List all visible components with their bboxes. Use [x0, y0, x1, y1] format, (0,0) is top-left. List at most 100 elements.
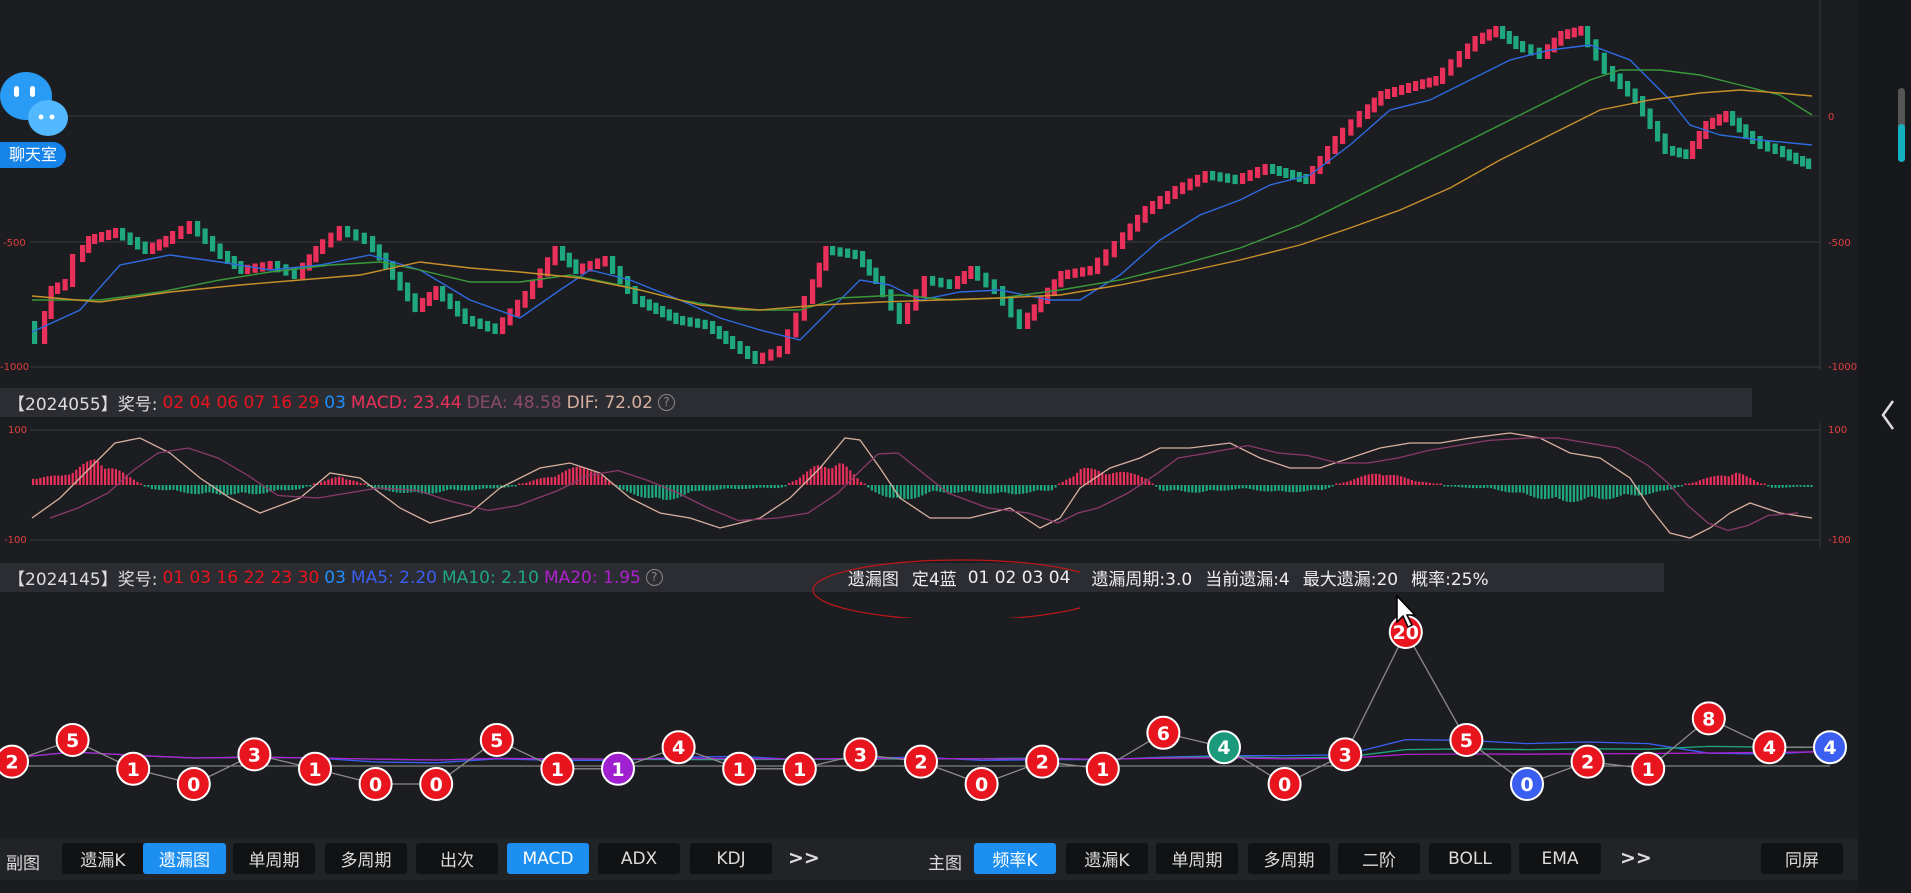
miss-point[interactable]: 3 [1328, 737, 1363, 772]
macd-chart[interactable]: 100 100 -100 -100 [0, 418, 1858, 548]
macd-bar [1407, 478, 1410, 485]
miss-point[interactable]: 8 [1691, 701, 1726, 736]
macd-bar [1248, 485, 1251, 489]
chevron-left-icon[interactable] [1879, 398, 1899, 432]
candle [113, 228, 119, 238]
miss-point[interactable]: 1 [601, 751, 635, 786]
miss-point[interactable]: 1 [540, 751, 575, 786]
miss-point[interactable]: 2 [904, 744, 938, 779]
miss-point[interactable]: 0 [176, 767, 211, 801]
main-button[interactable]: 单周期 [1156, 843, 1238, 874]
miss-point[interactable]: 2 [0, 744, 29, 779]
macd-bar [543, 477, 546, 485]
miss-point[interactable]: 3 [843, 737, 878, 772]
chat-room-widget[interactable]: 聊天室 [0, 66, 70, 171]
miss-point[interactable]: 1 [782, 751, 817, 786]
main-button[interactable]: 遗漏K [1066, 843, 1148, 874]
same-screen-button[interactable]: 同屏 [1761, 843, 1843, 874]
miss-point[interactable]: 4 [661, 730, 696, 765]
macd-bar [1054, 485, 1057, 488]
miss-point-label: 5 [66, 730, 79, 752]
miss-point[interactable]: 4 [1752, 730, 1787, 765]
main-button[interactable]: 二阶 [1338, 843, 1420, 874]
macd-bar [478, 485, 481, 490]
macd-bar [1468, 485, 1471, 488]
macd-bar [1504, 485, 1507, 492]
macd-bar [964, 485, 967, 492]
candle [86, 236, 92, 253]
macd-bar [856, 478, 859, 485]
miss-point[interactable]: 0 [1510, 767, 1544, 801]
macd-bar [824, 467, 827, 485]
miss-point[interactable]: 1 [298, 751, 332, 786]
macd-bar [867, 485, 870, 488]
macd-bar [1454, 485, 1457, 487]
miss-point[interactable]: 5 [479, 723, 514, 757]
miss-point[interactable]: 0 [358, 767, 393, 801]
miss-point[interactable]: 1 [1085, 751, 1120, 786]
sub-button[interactable]: 遗漏K [62, 843, 144, 874]
sub-button[interactable]: 出次 [416, 843, 498, 874]
candle [695, 318, 701, 328]
macd-bar [1187, 485, 1190, 493]
macd-bar [1245, 485, 1248, 489]
miss-point[interactable]: 3 [237, 737, 272, 772]
miss-point[interactable]: 0 [419, 767, 454, 801]
sub-button[interactable]: ADX [598, 843, 680, 874]
miss-point[interactable]: 1 [722, 751, 757, 786]
miss-point[interactable]: 1 [116, 751, 151, 786]
macd-bar [690, 485, 693, 492]
main-button[interactable]: 频率K [974, 843, 1056, 874]
candle [837, 247, 843, 257]
candle [1528, 44, 1534, 56]
sub-button[interactable]: 多周期 [325, 843, 407, 874]
macd-bar [320, 482, 323, 485]
candle [1500, 26, 1506, 39]
macd-bar [572, 467, 575, 485]
main-button[interactable]: EMA [1519, 843, 1601, 874]
candle [142, 241, 148, 254]
candle [823, 246, 829, 271]
miss-help-icon[interactable]: ? [645, 569, 663, 586]
sub-button[interactable]: MACD [507, 843, 589, 874]
macd-bar [1353, 479, 1356, 485]
miss-point[interactable]: 4 [1813, 730, 1847, 765]
candle [723, 331, 729, 344]
candle [905, 302, 911, 324]
miss-point[interactable]: 5 [55, 723, 90, 757]
candle [1095, 257, 1101, 274]
main-more-button[interactable]: >> [1620, 847, 1652, 869]
macd-bar [647, 485, 650, 499]
candle [1385, 89, 1391, 99]
main-button[interactable]: BOLL [1429, 843, 1511, 874]
candle [666, 309, 672, 321]
macd-bar [708, 485, 711, 491]
macd-bar [989, 485, 992, 494]
macd-help-icon[interactable]: ? [658, 394, 676, 411]
macd-bar [93, 459, 96, 485]
miss-point[interactable]: 4 [1207, 730, 1241, 765]
miss-point[interactable]: 2 [1025, 744, 1060, 779]
miss-point[interactable]: 0 [964, 767, 999, 801]
sub-button[interactable]: 遗漏图 [143, 843, 226, 874]
macd-value: MACD: 23.44 [350, 392, 462, 413]
macd-bar [885, 485, 888, 497]
macd-bar [154, 485, 157, 490]
sub-more-button[interactable]: >> [788, 847, 820, 869]
main-button[interactable]: 多周期 [1248, 843, 1330, 874]
candle [1730, 111, 1736, 126]
miss-point[interactable]: 5 [1449, 723, 1484, 757]
miss-point[interactable]: 2 [1570, 744, 1605, 779]
miss-point[interactable]: 6 [1146, 715, 1181, 750]
miss-point[interactable]: 0 [1267, 767, 1302, 801]
macd-bar [608, 481, 611, 485]
candle [1578, 26, 1584, 36]
miss-point[interactable]: 1 [1631, 751, 1666, 786]
main-candlestick-chart[interactable]: 0 -500 -500 -1000 -1000 [0, 0, 1858, 380]
macd-bar [1346, 481, 1349, 485]
candle [921, 276, 927, 298]
scrollbar-thumb[interactable] [1898, 124, 1905, 162]
sub-button[interactable]: 单周期 [233, 843, 315, 874]
sub-button[interactable]: KDJ [690, 843, 772, 874]
